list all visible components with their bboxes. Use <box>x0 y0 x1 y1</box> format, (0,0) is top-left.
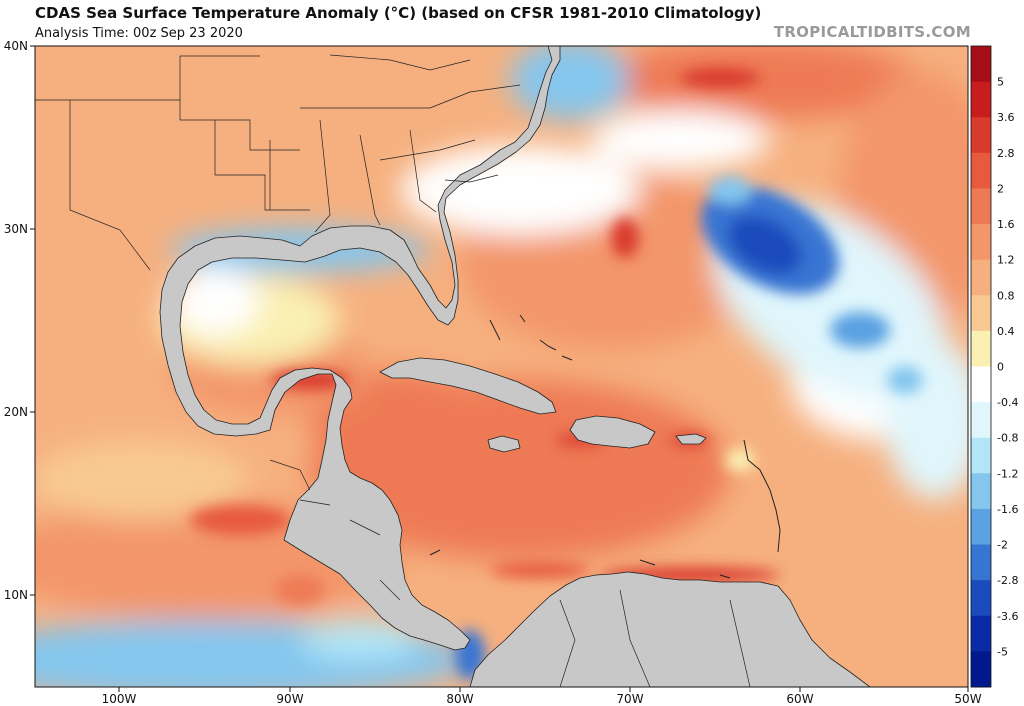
colorbar-swatch <box>971 295 991 332</box>
lat-label: 10N <box>4 588 28 602</box>
colorbar-swatch <box>971 402 991 439</box>
lat-axis: 40N 30N 20N 10N <box>4 39 35 602</box>
map-frame <box>34 45 969 688</box>
lat-label: 30N <box>4 222 28 236</box>
colorbar-swatch <box>971 81 991 118</box>
colorbar-label: 0.8 <box>997 289 1015 302</box>
colorbar-label: -2 <box>997 539 1008 552</box>
analysis-time: Analysis Time: 00z Sep 23 2020 <box>35 26 243 41</box>
colorbar-label: -0.4 <box>997 396 1018 409</box>
colorbar-label: 0 <box>997 361 1004 374</box>
colorbar-swatch <box>971 366 991 403</box>
lat-label: 20N <box>4 405 28 419</box>
lon-label: 60W <box>786 692 813 706</box>
lon-label: 100W <box>102 692 137 706</box>
lon-label: 50W <box>954 692 981 706</box>
land-north-america <box>35 46 561 651</box>
lon-axis: 100W 90W 80W 70W 60W 50W <box>102 687 982 706</box>
land-jamaica <box>487 435 521 453</box>
colorbar-label: 2.8 <box>997 147 1015 160</box>
watermark: TROPICALTIDBITS.COM <box>773 23 971 41</box>
colorbar-label: -1.2 <box>997 467 1018 480</box>
colorbar-swatch <box>971 651 991 688</box>
land-puerto-rico <box>675 433 707 445</box>
colorbar-swatch <box>971 615 991 652</box>
land-cuba <box>379 357 557 415</box>
anomaly-field-detail <box>190 68 923 680</box>
colorbar-swatch <box>971 473 991 510</box>
colorbar-label: -5 <box>997 645 1008 658</box>
colorbar-swatch <box>971 580 991 617</box>
colorbar-label: -2.8 <box>997 574 1018 587</box>
colorbar-swatch <box>971 259 991 296</box>
colorbar-label: 1.6 <box>997 218 1015 231</box>
colorbar-label: -0.8 <box>997 432 1018 445</box>
colorbar-label: 0.4 <box>997 325 1015 338</box>
borders <box>35 54 751 687</box>
colorbar: 5 3.6 2.8 2 1.6 1.2 0.8 0.4 0 -0.4 -0.8 -1.2 -1.6 -2 -… <box>970 45 1018 688</box>
land-hispaniola <box>569 415 656 449</box>
land <box>35 46 871 687</box>
islands <box>429 314 781 579</box>
map-area <box>35 46 968 687</box>
colorbar-swatch <box>971 544 991 581</box>
colorbar-swatch <box>971 117 991 154</box>
colorbar-swatch <box>971 330 991 367</box>
lon-label: 80W <box>446 692 473 706</box>
colorbar-label: -1.6 <box>997 503 1018 516</box>
colorbar-label: 5 <box>997 76 1004 89</box>
colorbar-label: 1.2 <box>997 254 1015 267</box>
colorbar-swatch <box>971 508 991 546</box>
map-title: CDAS Sea Surface Temperature Anomaly (°C… <box>35 4 762 22</box>
colorbar-label: 3.6 <box>997 111 1015 124</box>
lon-label: 90W <box>276 692 303 706</box>
lat-label: 40N <box>4 39 28 53</box>
colorbar-swatch <box>971 152 991 189</box>
lon-label: 70W <box>616 692 643 706</box>
colorbar-swatch <box>971 46 991 83</box>
colorbar-label: -3.6 <box>997 610 1018 623</box>
colorbar-swatch <box>971 188 991 225</box>
colorbar-frame <box>970 45 992 688</box>
land-south-america <box>469 571 871 687</box>
colorbar-label: 2 <box>997 182 1004 195</box>
colorbar-swatch <box>971 437 991 474</box>
colorbar-swatch <box>971 224 991 261</box>
